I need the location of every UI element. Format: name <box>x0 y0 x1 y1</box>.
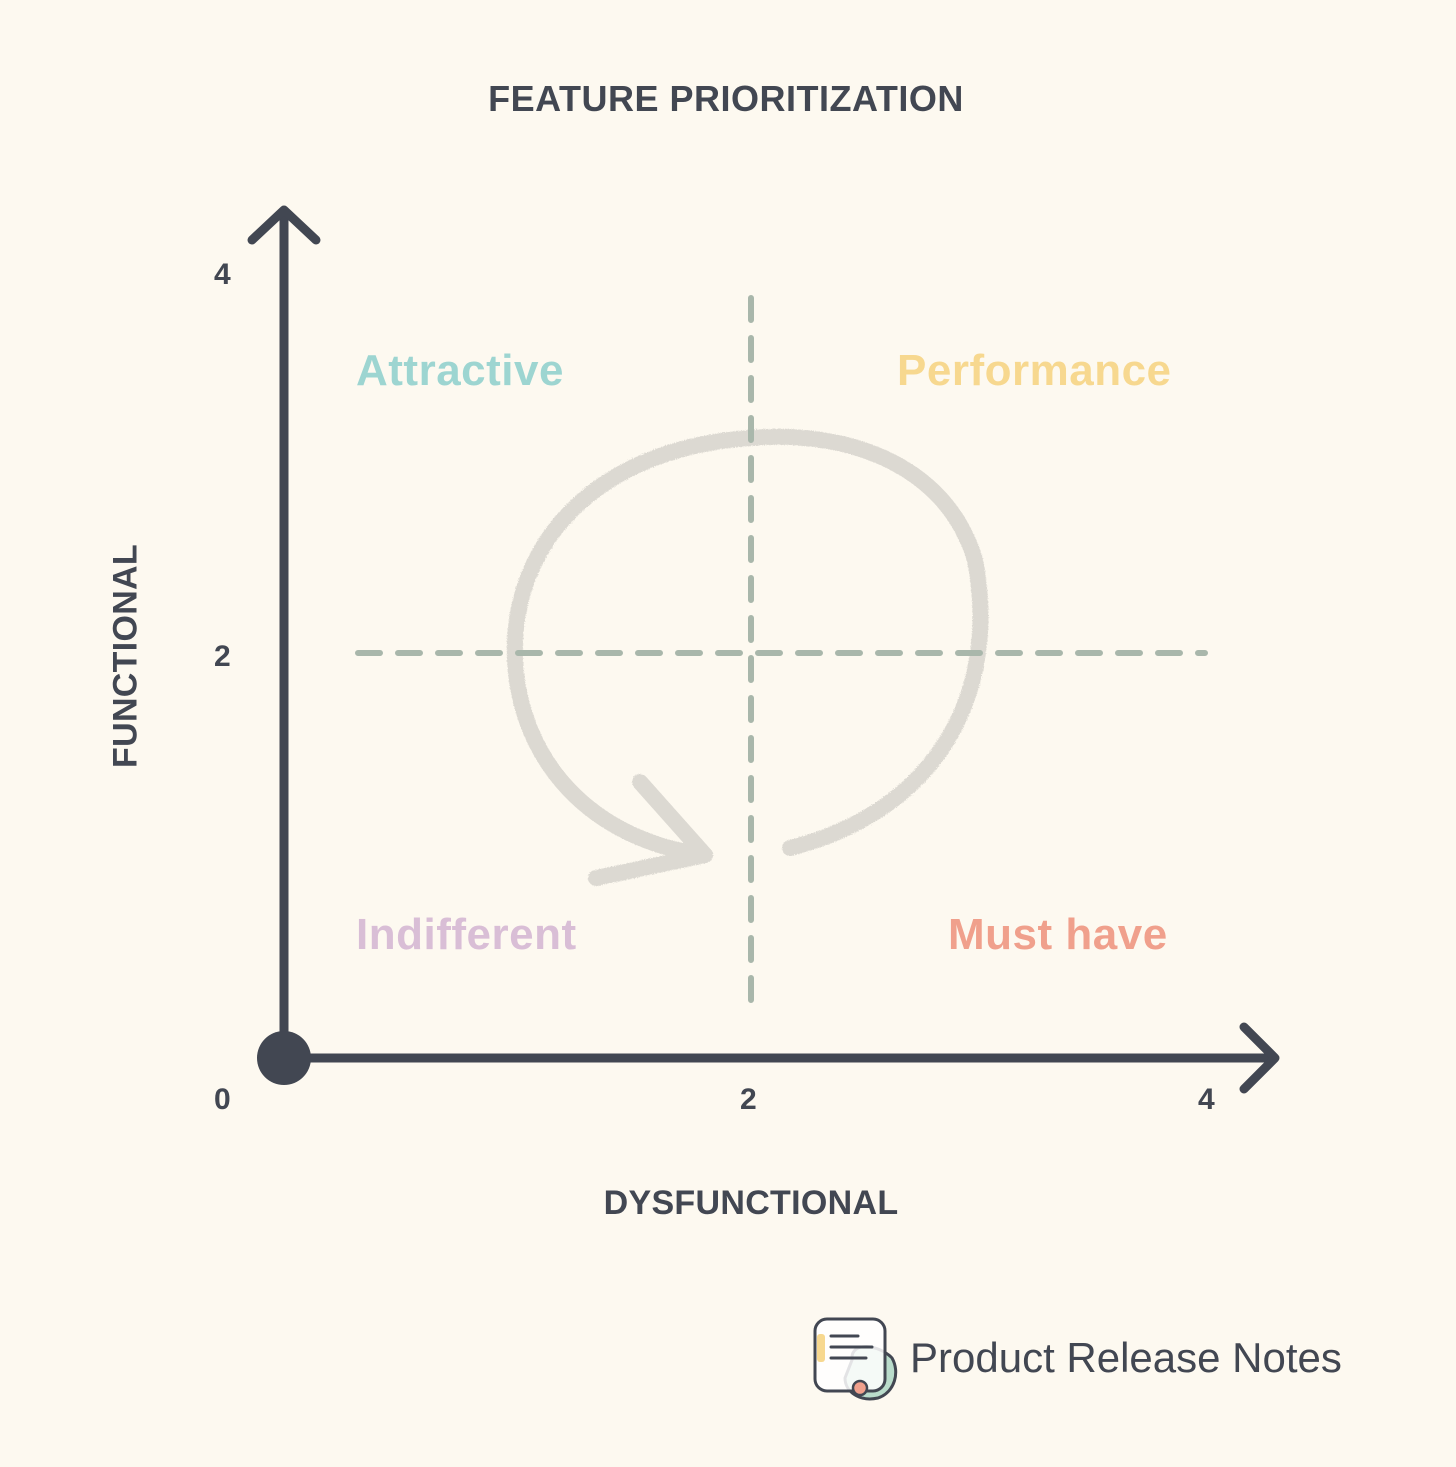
diagram-title: FEATURE PRIORITIZATION <box>488 78 964 119</box>
quadrant-attractive: Attractive <box>356 346 564 395</box>
cycle-arrow-icon <box>506 428 989 886</box>
y-axis-arrowhead <box>247 205 321 245</box>
quadrant-indifferent: Indifferent <box>356 910 577 959</box>
x-tick-2: 2 <box>740 1083 757 1116</box>
quadrant-must-have: Must have <box>948 910 1168 959</box>
brand-name: Product Release Notes <box>910 1334 1342 1381</box>
quadrant-performance: Performance <box>897 346 1172 395</box>
notes-logo-icon <box>813 1317 898 1401</box>
x-tick-4: 4 <box>1198 1083 1215 1116</box>
y-axis-label: FUNCTIONAL <box>106 544 145 768</box>
x-axis-arrowhead <box>1239 1022 1280 1094</box>
y-tick-2: 2 <box>214 640 231 673</box>
y-tick-4: 4 <box>214 258 231 291</box>
x-tick-0: 0 <box>214 1083 231 1116</box>
x-axis-label: DYSFUNCTIONAL <box>603 1184 899 1222</box>
origin-dot <box>257 1031 311 1085</box>
